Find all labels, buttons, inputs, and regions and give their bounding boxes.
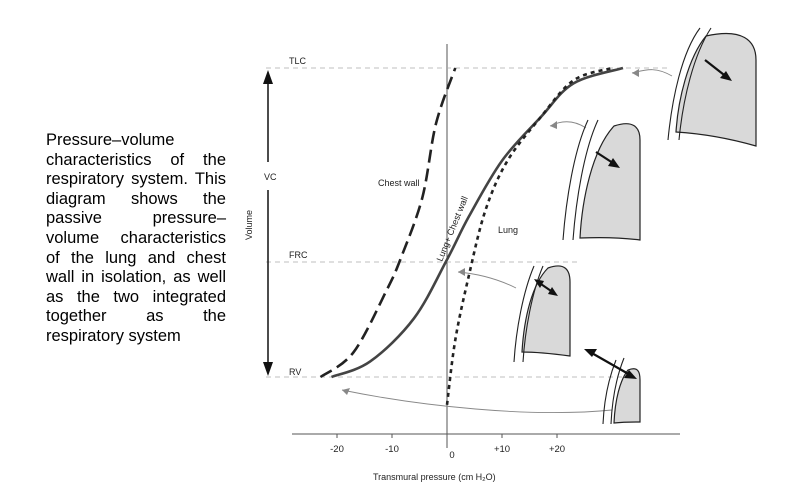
x-tick-label: -20 — [330, 444, 344, 455]
lung-chest-wall-curve — [331, 66, 624, 379]
rv-label: RV — [289, 367, 301, 377]
lung-label: Lung — [498, 225, 518, 235]
x-axis-title: Transmural pressure (cm H₂O) — [373, 472, 496, 482]
lung-chest-wall-label: Lung+ Chest wall — [435, 195, 470, 263]
lung-curve — [445, 66, 613, 405]
x-tick-label: +20 — [549, 444, 565, 455]
x-tick-marks — [336, 434, 558, 438]
x-tick-label: 0 — [449, 450, 454, 461]
x-tick-label: +10 — [494, 444, 510, 455]
figure-caption: Pressure–volume characteristics of the r… — [46, 131, 226, 345]
thorax-icon-mid — [562, 119, 641, 241]
connector-arrowheads — [342, 69, 639, 395]
chest-wall-curve — [319, 67, 457, 379]
frc-label: FRC — [289, 250, 308, 260]
y-axis-title: Volume — [244, 210, 254, 240]
thorax-icon-tlc — [667, 27, 757, 147]
x-tick-labels: -20 -10 0 +10 +20 — [330, 444, 565, 461]
vc-label: VC — [264, 172, 277, 182]
tlc-label: TLC — [289, 56, 307, 66]
chest-wall-label: Chest wall — [378, 178, 420, 188]
thorax-icon-rv — [584, 349, 641, 425]
x-tick-label: -10 — [385, 444, 399, 455]
vc-arrow — [263, 70, 273, 376]
thorax-icon-frc — [513, 265, 571, 363]
